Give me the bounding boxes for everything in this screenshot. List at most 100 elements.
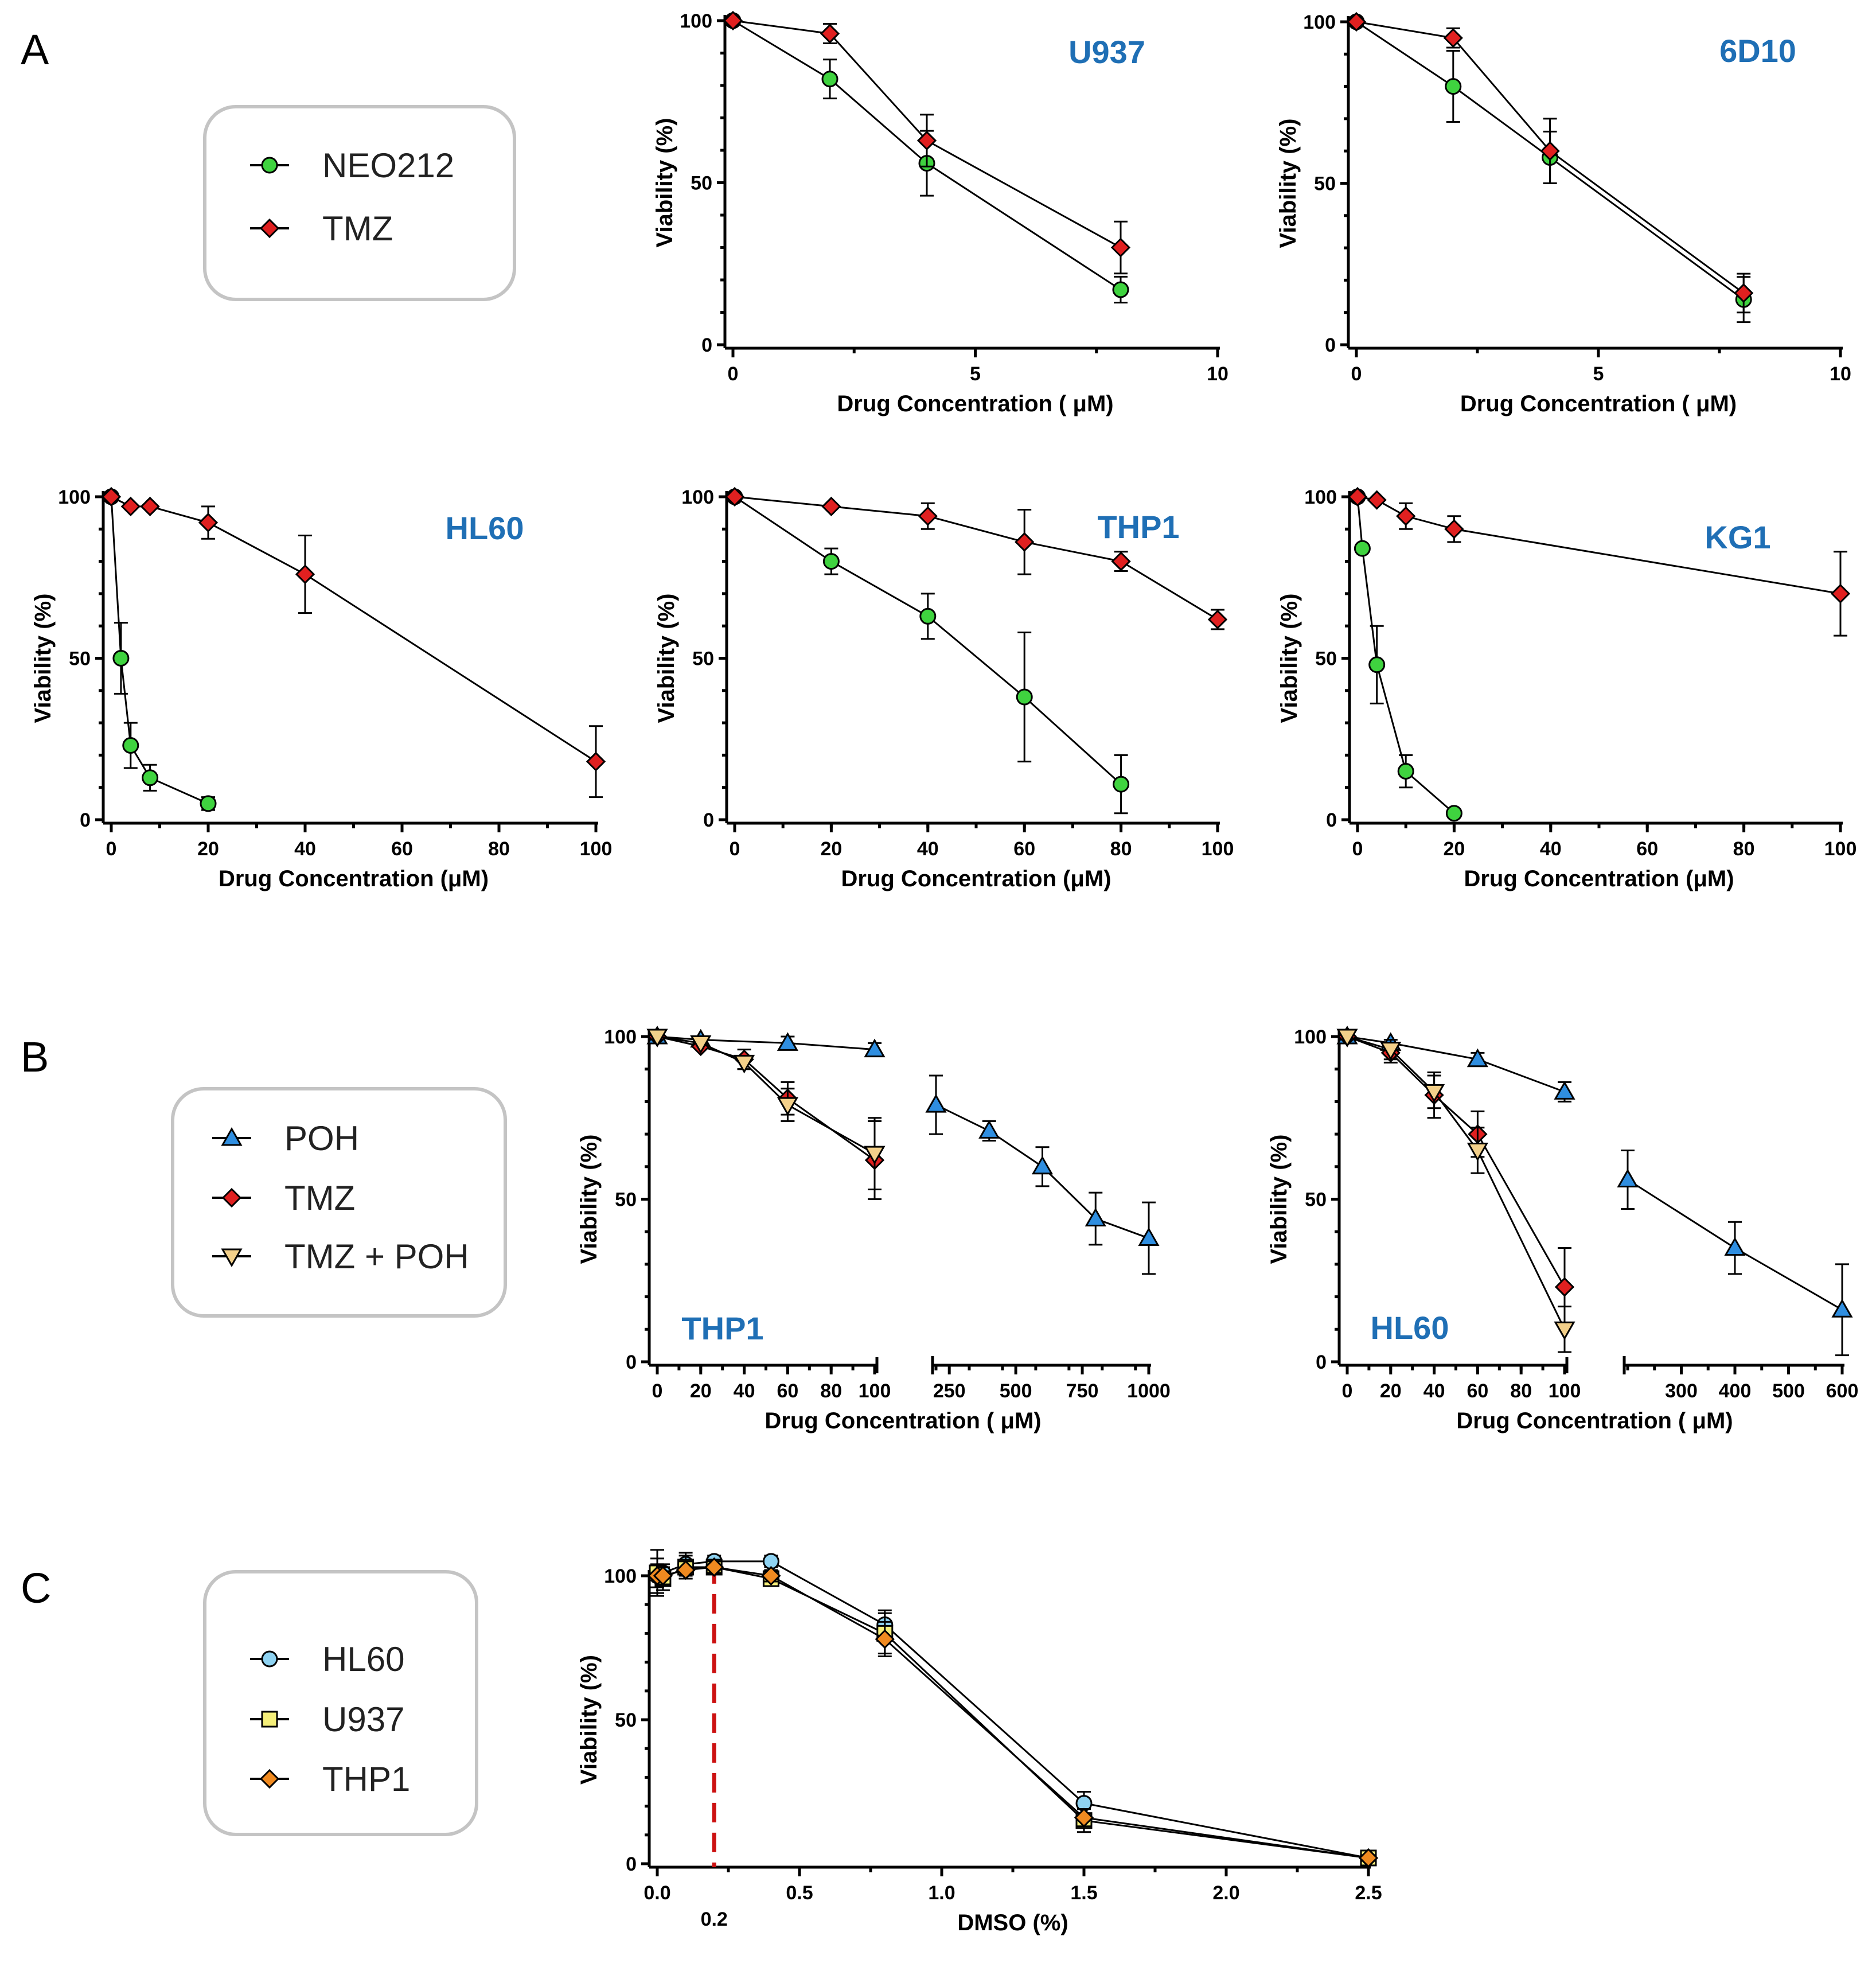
y-tick-label: 50 — [691, 173, 712, 194]
data-point-poh — [1467, 1048, 1488, 1068]
chart-title: HL60 — [1371, 1310, 1449, 1346]
data-point-tmz — [1444, 519, 1464, 539]
series-line-neo212 — [734, 496, 1122, 785]
data-point-tmz — [1207, 609, 1228, 630]
x-tick-label: 1000 — [1127, 1380, 1171, 1402]
y-axis-label: Viability (%) — [654, 594, 679, 723]
legend-marker-hl60 — [261, 1650, 278, 1668]
series-thp1 — [647, 1557, 1379, 1868]
series-line-hl60 — [657, 1560, 1369, 1859]
legend-label-thp1: THP1 — [322, 1760, 410, 1798]
x-tick-label: 2.5 — [1355, 1882, 1382, 1904]
data-point-thp1 — [1074, 1808, 1094, 1828]
data-point-thp1 — [676, 1560, 696, 1580]
x-axis-label: Drug Concentration (μM) — [219, 866, 489, 891]
series-line-poh — [1347, 1035, 1565, 1093]
x-tick-label: 80 — [1733, 838, 1755, 860]
data-point-poh — [1724, 1237, 1746, 1256]
data-point-tmz — [198, 512, 219, 533]
legend-box — [171, 1087, 507, 1318]
legend-label-neo212: NEO212 — [322, 146, 454, 185]
data-point-neo212 — [822, 553, 840, 570]
legend-marker-tmz-poh — [221, 1248, 243, 1268]
x-tick-label: 2.0 — [1212, 1882, 1239, 1904]
x-tick-label: 0 — [1351, 363, 1362, 385]
x-axis-label: Drug Concentration ( μM) — [837, 391, 1113, 416]
data-point-tmz — [1015, 532, 1035, 552]
legend-label-poh: POH — [284, 1119, 359, 1158]
legend-marker-poh — [221, 1127, 243, 1146]
data-point-tmz — [723, 10, 743, 31]
legend-panel-a: NEO212 TMZ — [203, 105, 516, 301]
series-tmz — [1347, 486, 1851, 637]
chart-title: U937 — [1068, 34, 1145, 70]
series-line-tmz — [734, 496, 1218, 621]
data-point-poh — [777, 1032, 798, 1051]
legend-marker-tmz — [221, 1187, 242, 1208]
x-tick-label: 600 — [1826, 1380, 1859, 1402]
chart-c_dmso: 0 50 100 0.0 0.5 1.0 1.5 2.0 2.5 DMSO (%) Viabilit… — [576, 1549, 1382, 1935]
data-point-tmz — [1346, 11, 1367, 32]
legend-marker-tmz — [259, 218, 280, 239]
legend-marker-neo212 — [261, 157, 278, 174]
legend-label-tmz-poh: TMZ + POH — [284, 1237, 469, 1276]
x-tick-label: 300 — [1665, 1380, 1698, 1402]
x-tick-label: 80 — [1510, 1380, 1532, 1402]
data-point-tmz-poh — [646, 1029, 668, 1048]
x-tick-label: 100 — [1549, 1380, 1581, 1402]
y-tick-label: 100 — [604, 1565, 637, 1587]
data-point-neo212 — [112, 650, 130, 667]
x-tick-label: 20 — [1380, 1380, 1402, 1402]
series-tmz — [724, 486, 1228, 630]
x-tick-label: 40 — [1540, 838, 1562, 860]
data-point-thp1 — [704, 1557, 724, 1577]
chart-a_hl60: 0 50 100 0 20 40 60 80 100 Drug Concentration (μM… — [30, 486, 612, 891]
x-tick-label: 80 — [488, 838, 510, 860]
data-point-poh — [1085, 1207, 1106, 1227]
series-tmz — [101, 486, 606, 798]
reference-line-label: 0.2 — [701, 1908, 728, 1930]
data-point-neo212 — [1354, 540, 1371, 557]
x-tick-label: 0.0 — [643, 1882, 670, 1904]
y-tick-label: 0 — [80, 809, 91, 831]
legend-panel-b: POH TMZ TMZ + POH — [171, 1087, 507, 1318]
y-tick-label: 50 — [1315, 648, 1337, 670]
data-point-tmz-poh — [1423, 1084, 1445, 1103]
y-tick-label: 50 — [615, 1709, 637, 1731]
x-axis-label: Drug Concentration ( μM) — [1456, 1408, 1733, 1434]
series-line-thp1 — [657, 1566, 1369, 1859]
legend-marker-thp1 — [259, 1769, 280, 1789]
x-tick-label: 250 — [933, 1380, 966, 1402]
chart-title: HL60 — [446, 510, 524, 546]
legend-label-hl60: HL60 — [322, 1640, 404, 1678]
x-tick-label: 40 — [734, 1380, 755, 1402]
x-tick-label: 0 — [1342, 1380, 1353, 1402]
data-point-neo212 — [1368, 656, 1386, 673]
x-tick-label: 0 — [728, 363, 739, 385]
data-point-tmz — [1540, 141, 1560, 161]
data-point-tmz-poh — [1336, 1029, 1358, 1048]
legend-box — [203, 105, 516, 301]
y-axis-label: Viability (%) — [1276, 119, 1301, 248]
data-point-neo212 — [1397, 763, 1414, 780]
y-axis-label: Viability (%) — [1277, 594, 1302, 723]
x-tick-label: 60 — [777, 1380, 798, 1402]
series-line-tmz-poh — [657, 1035, 875, 1155]
y-tick-label: 50 — [69, 648, 91, 670]
x-tick-label: 0 — [652, 1380, 663, 1402]
data-point-tmz — [1554, 1277, 1575, 1297]
series-tmz — [647, 1026, 885, 1200]
x-tick-label: 60 — [391, 838, 413, 860]
y-tick-label: 0 — [701, 334, 712, 356]
data-point-tmz — [1443, 28, 1463, 48]
data-point-neo212 — [122, 737, 139, 754]
x-axis-label: Drug Concentration ( μM) — [765, 1408, 1041, 1434]
chart-a_kg1: 0 50 100 0 20 40 60 80 100 Drug Concentration (μM… — [1277, 486, 1857, 891]
x-tick-label: 80 — [820, 1380, 842, 1402]
legend-marker-u937 — [261, 1711, 278, 1728]
series-line-tmz — [657, 1035, 875, 1161]
x-tick-label: 20 — [820, 838, 842, 860]
data-point-thp1 — [653, 1565, 673, 1586]
